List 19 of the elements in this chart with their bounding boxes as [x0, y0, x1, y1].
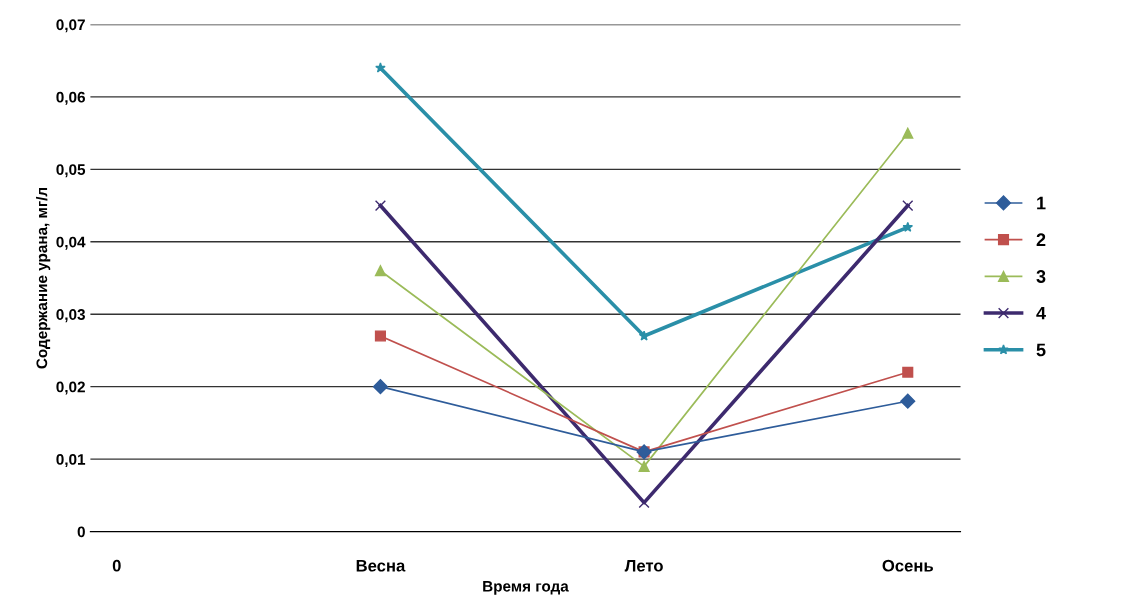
y-tick-label: 0,05: [56, 164, 86, 178]
y-tick-label: 0,03: [56, 309, 85, 323]
legend-label: 3: [1036, 270, 1046, 283]
x-axis-title: Время года: [483, 581, 569, 595]
legend-label: 5: [1036, 343, 1046, 357]
y-tick-label: 0: [77, 526, 85, 538]
y-tick-label: 0,06: [56, 91, 85, 105]
x-tick-label: Лето: [624, 559, 663, 572]
legend-label: 1: [1037, 196, 1046, 210]
y-tick-label: 0,04: [56, 236, 86, 250]
x-tick-label: 0: [112, 559, 121, 572]
y-tick-label: 0,01: [56, 453, 86, 468]
legend-label: 4: [1036, 306, 1046, 320]
legend-label: 2: [1036, 233, 1046, 246]
y-tick-label: 0,07: [56, 19, 85, 33]
y-tick-label: 0,02: [56, 381, 85, 395]
x-tick-label: Осень: [882, 559, 933, 572]
x-tick-label: Весна: [356, 559, 406, 572]
y-axis-title: Содержание урана, мг/л: [36, 187, 51, 369]
